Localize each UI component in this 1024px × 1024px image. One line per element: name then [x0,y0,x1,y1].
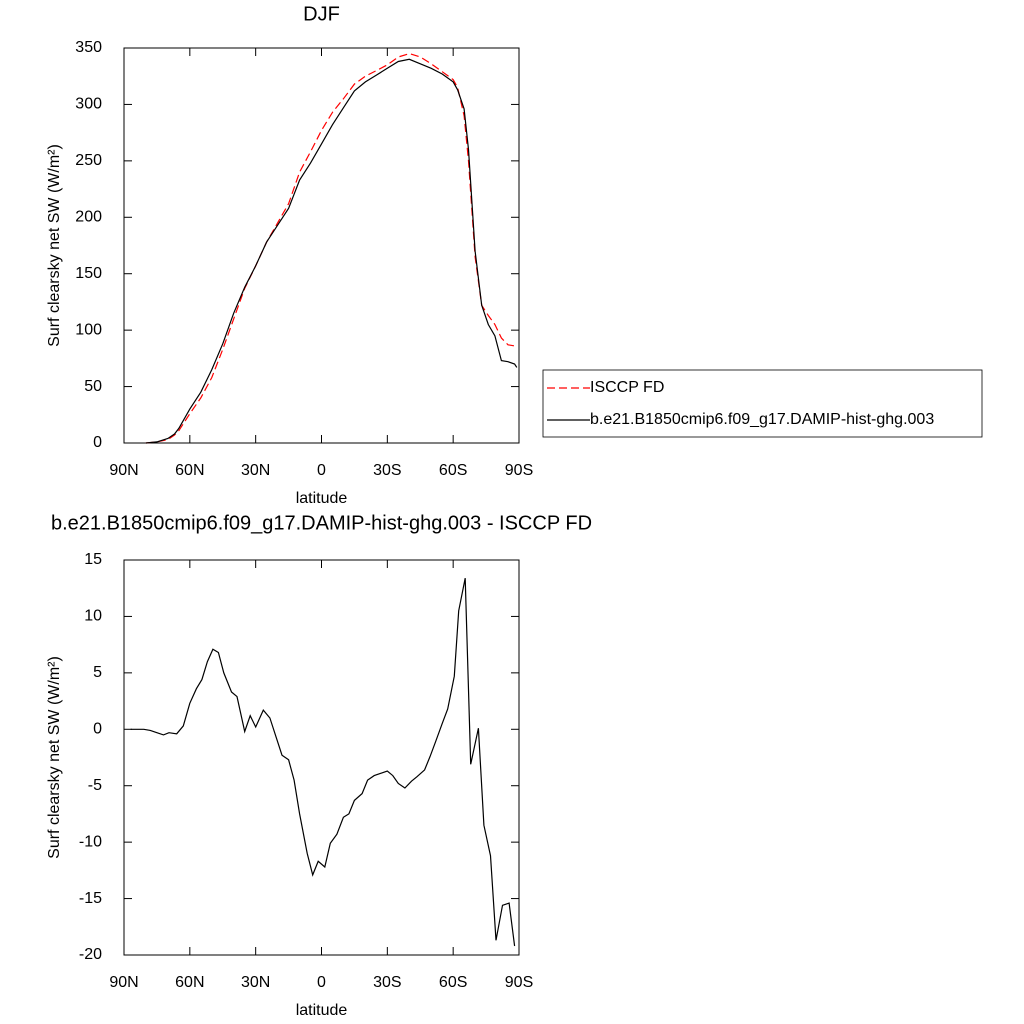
chart-title: DJF [303,3,340,25]
y-tick-label: -15 [79,890,102,907]
y-tick-label: 0 [93,434,102,451]
x-tick-label: 30N [241,462,270,479]
x-tick-label: 60N [175,974,204,991]
y-tick-label: 300 [75,96,102,113]
y-axis-label: Surf clearsky net SW (W/m²) [46,144,63,347]
x-tick-label: 90N [109,462,138,479]
x-tick-label: 0 [317,974,326,991]
y-tick-label: 100 [75,321,102,338]
x-tick-label: 60S [439,462,467,479]
x-axis-label: latitude [296,490,348,507]
y-axis-label: Surf clearsky net SW (W/m²) [46,656,63,859]
plot-frame [123,559,520,956]
y-tick-label: 200 [75,209,102,226]
legend-label: ISCCP FD [590,379,664,396]
legend-label: b.e21.B1850cmip6.f09_g17.DAMIP-hist-ghg.… [590,411,934,428]
y-tick-label: 250 [75,152,102,169]
y-tick-label: -10 [79,833,102,850]
x-tick-label: 30S [373,462,401,479]
y-tick-label: 15 [84,551,102,568]
x-tick-label: 0 [317,462,326,479]
data-line [130,577,516,947]
plot-frame [123,47,520,444]
x-tick-label: 30N [241,974,270,991]
y-tick-label: -5 [88,777,102,794]
chart-title: b.e21.B1850cmip6.f09_g17.DAMIP-hist-ghg.… [51,512,592,534]
x-tick-label: 30S [373,974,401,991]
x-tick-label: 90S [505,974,533,991]
y-tick-label: 350 [75,39,102,56]
data-line [145,58,518,444]
y-tick-label: 50 [84,378,102,395]
x-tick-label: 60S [439,974,467,991]
data-line [145,52,517,444]
y-tick-label: 5 [93,664,102,681]
x-tick-label: 90S [505,462,533,479]
y-tick-label: 150 [75,265,102,282]
legend-box [542,369,983,438]
y-tick-label: -20 [79,946,102,963]
x-tick-label: 60N [175,462,204,479]
y-tick-label: 0 [93,721,102,738]
x-axis-label: latitude [296,1002,348,1019]
y-tick-label: 10 [84,608,102,625]
x-tick-label: 90N [109,974,138,991]
